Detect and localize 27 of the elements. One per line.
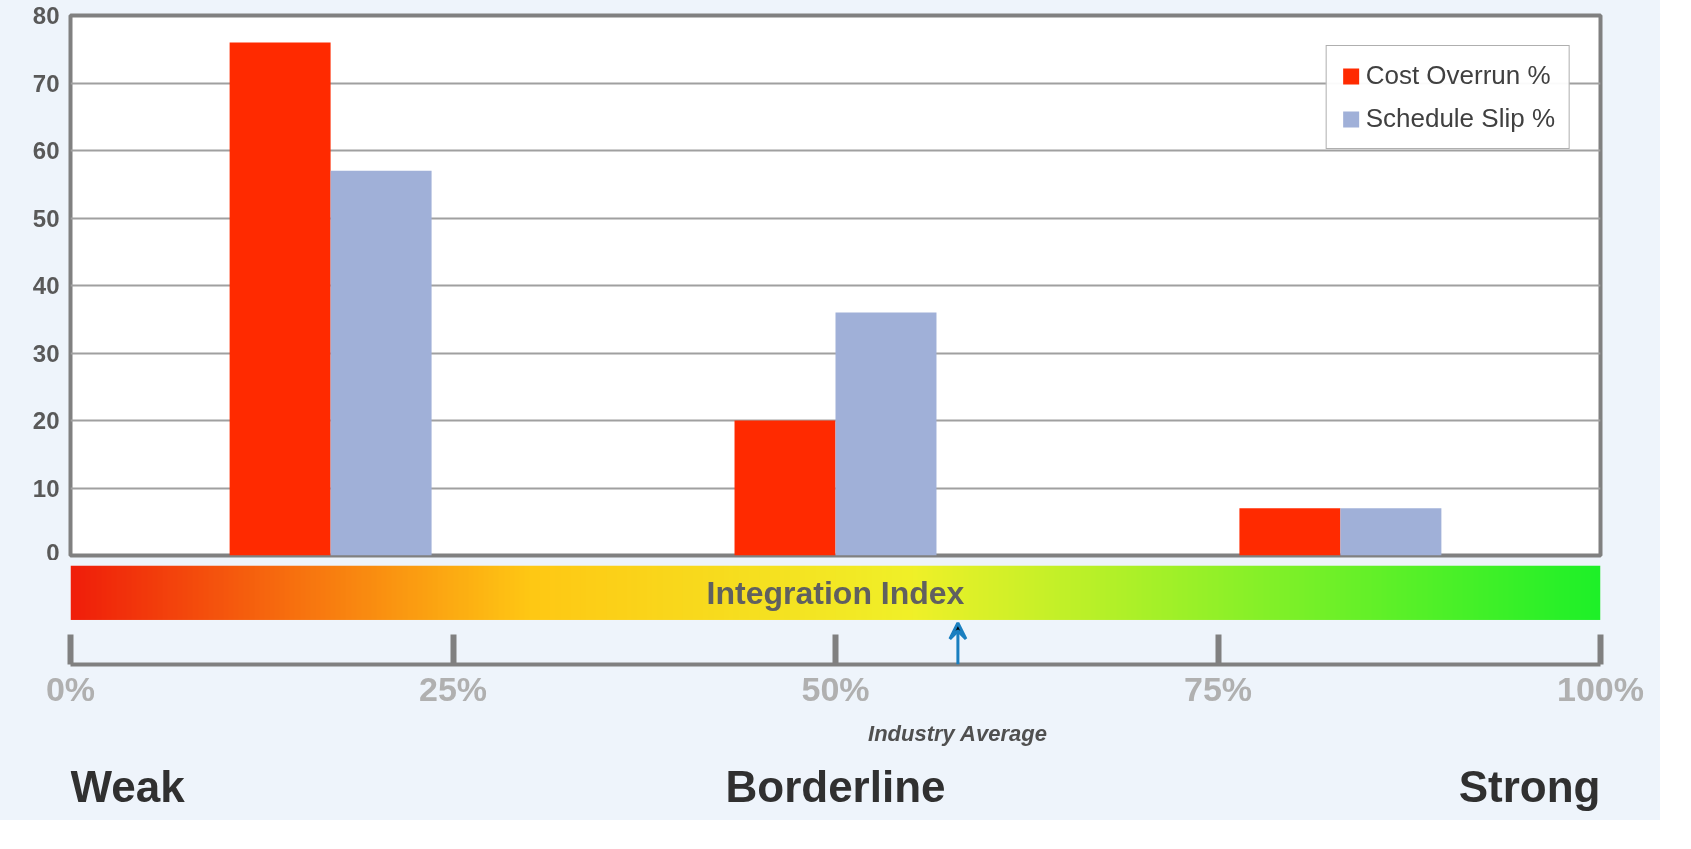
y-tick-label: 80: [32, 2, 60, 29]
legend-label: Cost Overrun %: [1365, 60, 1551, 91]
text: Industry Average: [868, 720, 1047, 746]
x-tick-label: 25%: [418, 669, 488, 708]
x-tick-label: 75%: [1183, 669, 1253, 708]
y-tick-label: 60: [32, 137, 60, 164]
bar: [330, 170, 432, 556]
text: Strong: [1458, 761, 1601, 811]
y-tick-label: 0: [46, 538, 60, 566]
text: Borderline: [725, 761, 946, 811]
y-tick-label: 20: [32, 407, 60, 434]
y-tick-label: 30: [32, 339, 60, 367]
y-tick-label: 40: [32, 272, 60, 299]
bar: [835, 312, 937, 556]
y-tick-label: 50: [32, 204, 60, 232]
text: Weak: [70, 761, 186, 811]
bar: [1340, 508, 1442, 556]
x-axis-title: Integration Index: [706, 575, 965, 612]
y-tick-label: 70: [32, 69, 60, 97]
bar: [1239, 508, 1341, 556]
x-tick-label: 0%: [45, 669, 96, 708]
x-tick-label: 50%: [801, 669, 870, 708]
x-tick-label: 100%: [1557, 669, 1644, 708]
legend-label: Schedule Slip %: [1365, 103, 1555, 134]
y-tick-label: 10: [32, 474, 60, 502]
bar: [229, 42, 331, 556]
bar: [734, 420, 836, 556]
